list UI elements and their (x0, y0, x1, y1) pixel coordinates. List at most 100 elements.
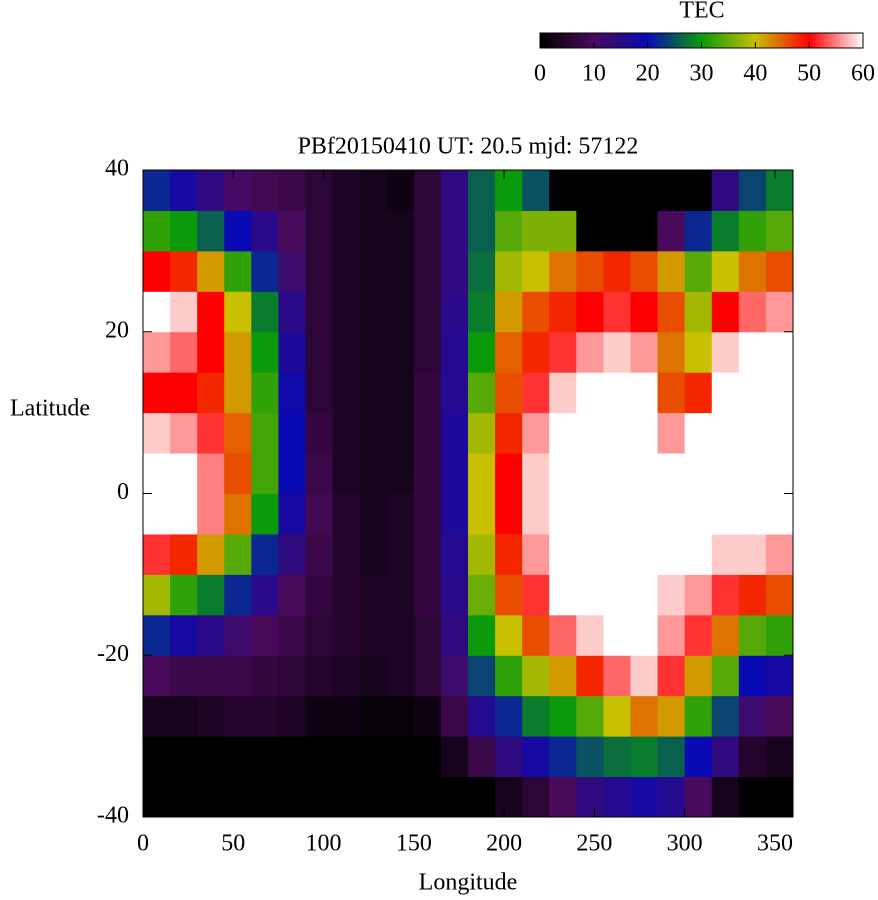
heat-cell (170, 533, 198, 575)
heat-cell (522, 412, 550, 454)
heat-cell (224, 170, 252, 211)
heat-cell (738, 533, 767, 575)
heat-cell (170, 291, 198, 333)
heat-cell (495, 574, 523, 616)
heat-cell (495, 776, 523, 818)
heat-cell (468, 453, 496, 494)
heat-cell (197, 250, 225, 292)
heat-cell (170, 493, 198, 535)
heat-cell (549, 250, 577, 292)
heat-cell (305, 493, 334, 535)
heat-cell (305, 655, 334, 697)
heat-cell (305, 453, 334, 494)
heat-cell (224, 776, 252, 818)
heat-cell (657, 655, 686, 697)
heat-cell (332, 533, 361, 575)
heat-cell (440, 493, 469, 535)
heat-cell (278, 533, 306, 575)
heat-cell (143, 453, 171, 494)
heat-cell (197, 412, 225, 454)
heat-cell (630, 695, 659, 737)
heat-cell (711, 210, 740, 252)
heat-cell (657, 776, 686, 818)
heat-cell (170, 170, 198, 211)
heat-cell (468, 331, 496, 373)
heat-cell (549, 533, 577, 575)
heat-cell (549, 291, 577, 333)
heat-cell (522, 493, 550, 535)
heat-cell (495, 170, 523, 211)
heat-cell (765, 736, 794, 778)
heat-cell (657, 170, 686, 211)
heat-cell (305, 250, 334, 292)
heat-cell (143, 655, 171, 697)
heat-cell (738, 614, 767, 656)
heat-cell (413, 695, 442, 737)
heat-cell (332, 493, 361, 535)
heat-cell (440, 170, 469, 211)
heatmap (143, 170, 794, 818)
heat-cell (251, 776, 279, 818)
x-tick-label: 200 (486, 831, 522, 857)
heat-cell (413, 574, 442, 616)
heat-cell (738, 736, 767, 778)
heat-cell (440, 372, 469, 414)
heat-cell (630, 250, 659, 292)
heat-cell (738, 695, 767, 737)
heat-cell (224, 493, 252, 535)
heat-cell (576, 250, 604, 292)
heat-cell (576, 493, 604, 535)
heat-cell (386, 291, 415, 333)
heat-cell (305, 533, 334, 575)
heat-cell (522, 372, 550, 414)
heat-cell (170, 655, 198, 697)
heat-cell (359, 493, 388, 535)
heat-cell (738, 210, 767, 252)
heat-cell (684, 736, 713, 778)
heat-cell (711, 453, 740, 494)
heat-cell (603, 170, 631, 211)
heat-cell (738, 493, 767, 535)
heat-cell (657, 453, 686, 494)
heat-cell (468, 574, 496, 616)
colorbar-tick-label: 50 (797, 61, 821, 87)
heat-cell (359, 776, 388, 818)
heat-cell (711, 493, 740, 535)
heat-cell (278, 655, 306, 697)
heat-cell (278, 250, 306, 292)
heat-cell (440, 695, 469, 737)
heat-cell (278, 574, 306, 616)
heat-cell (413, 655, 442, 697)
heat-cell (711, 574, 740, 616)
heat-cell (440, 574, 469, 616)
heat-cell (143, 614, 171, 656)
heat-cell (386, 331, 415, 373)
heat-cell (278, 614, 306, 656)
heat-cell (522, 210, 550, 252)
heat-cell (495, 736, 523, 778)
heat-cell (765, 453, 794, 494)
heat-cell (657, 533, 686, 575)
heat-cell (386, 736, 415, 778)
heat-cell (332, 736, 361, 778)
heat-cell (332, 372, 361, 414)
heat-cell (711, 170, 740, 211)
heat-cell (630, 210, 659, 252)
heat-cell (305, 412, 334, 454)
heat-cell (386, 412, 415, 454)
heat-cell (576, 453, 604, 494)
heat-cell (359, 574, 388, 616)
heat-cell (684, 210, 713, 252)
heat-cell (197, 736, 225, 778)
heat-cell (522, 291, 550, 333)
heat-cell (711, 412, 740, 454)
x-tick-label: 0 (137, 831, 149, 857)
heat-cell (143, 372, 171, 414)
heat-cell (684, 372, 713, 414)
heat-cell (278, 493, 306, 535)
heat-cell (305, 736, 334, 778)
heat-cell (603, 250, 631, 292)
heat-cell (251, 412, 279, 454)
heat-cell (440, 736, 469, 778)
